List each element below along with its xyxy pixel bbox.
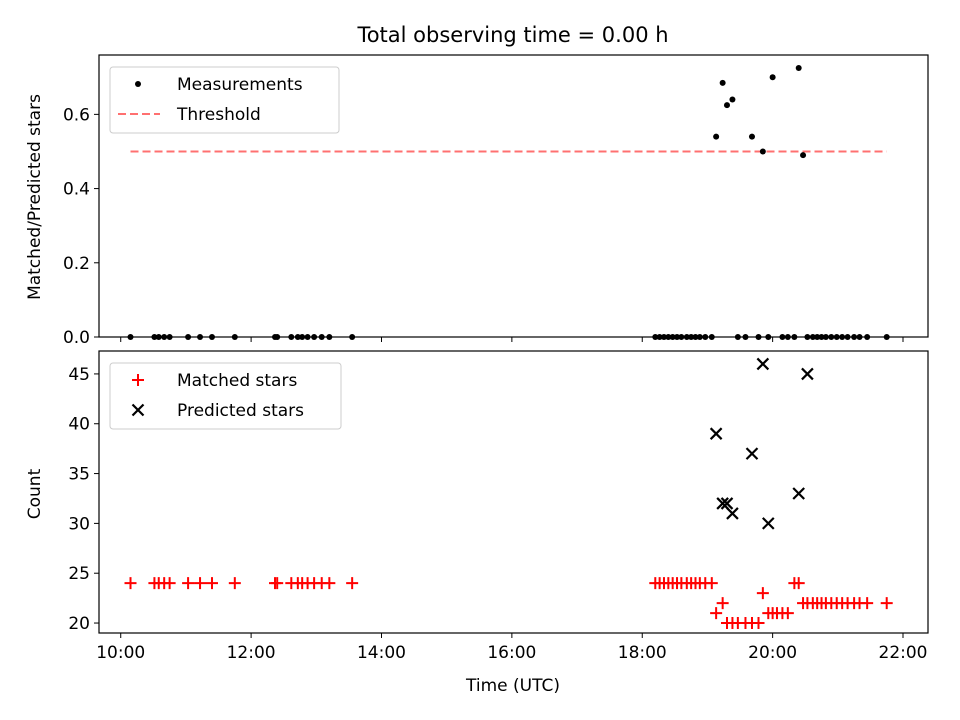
top-legend: Measurements Threshold [109,66,340,134]
bottom-y-tick-label: 30 [68,514,90,534]
predicted-star-marker [762,517,775,530]
measurement-point [729,96,736,103]
matched-star-marker [228,577,241,590]
measurement-point [759,148,766,155]
matched-star-marker [271,577,284,590]
matched-star-marker [124,577,137,590]
matched-star-marker [182,577,195,590]
matched-star-marker [163,577,176,590]
legend-measurement-marker [135,81,141,87]
bottom-y-tick-label: 45 [68,365,90,385]
x-tick-label: 16:00 [487,643,536,663]
top-y-tick-label: 0.4 [63,180,90,200]
measurement-point [723,102,730,109]
matched-star-marker [861,597,874,610]
predicted-star-marker [756,357,770,371]
x-tick-label: 20:00 [748,643,797,663]
x-tick-label: 12:00 [227,643,276,663]
top-legend-box [109,66,340,134]
predicted-star-marker [726,507,739,520]
bottom-legend-label: Matched stars [177,371,297,391]
bottom-legend-box [109,362,342,430]
top-y-axis-label: Matched/Predicted stars [25,94,45,300]
x-tick-label: 18:00 [618,643,667,663]
predicted-star-marker [709,427,723,440]
predicted-star-marker [745,447,759,460]
measurement-point [800,152,807,159]
top-legend-label: Measurements [177,75,303,95]
matched-star-marker [792,577,805,590]
top-legend-label: Threshold [176,105,261,125]
predicted-star-marker [720,497,734,510]
measurement-point [713,133,720,140]
matched-star-marker [716,597,729,610]
top-panel: 0.0 0.2 0.4 0.6 Measurements Threshold [63,54,929,348]
matched-star-marker [756,587,769,600]
x-axis-label: Time (UTC) [465,676,560,696]
matched-star-marker [205,577,218,590]
measurement-point [769,74,776,81]
matched-star-marker [705,577,718,590]
predicted-star-marker [716,497,729,510]
bottom-y-tick-label: 20 [68,614,90,634]
bottom-y-tick-label: 35 [68,465,90,485]
top-y-tick-label: 0.2 [63,254,90,274]
predicted-star-marker [792,487,805,500]
matched-star-marker [323,577,336,590]
bottom-panel: 10:00 12:00 14:00 16:00 18:00 20:00 22:00 20 25 3… [68,350,929,663]
matched-star-marker [781,607,794,620]
legend-matched-marker [132,374,144,386]
legend-predicted-marker [131,403,145,417]
matched-star-marker [752,617,765,630]
x-tick-label: 22:00 [879,643,928,663]
matched-star-marker [346,577,359,590]
bottom-legend: Matched stars Predicted stars [109,362,342,430]
measurement-point [748,133,755,140]
measurement-point [719,79,726,86]
matched-star-marker [880,597,893,610]
bottom-y-axis-label: Count [25,468,45,519]
top-y-tick-label: 0.0 [63,328,90,348]
x-tick-label: 10:00 [96,643,145,663]
x-tick-label: 14:00 [357,643,406,663]
predicted-star-marker [801,367,814,381]
figure-title: Total observing time = 0.00 h [356,23,668,47]
bottom-y-tick-label: 40 [68,415,90,435]
matched-star-marker [194,577,207,590]
matched-star-marker [710,607,723,620]
bottom-axes-frame [98,350,929,634]
measurement-point [795,64,802,71]
bottom-y-tick-label: 25 [68,564,90,584]
top-y-tick-label: 0.6 [63,105,90,125]
bottom-legend-label: Predicted stars [177,401,304,421]
top-axes-frame [98,54,929,338]
